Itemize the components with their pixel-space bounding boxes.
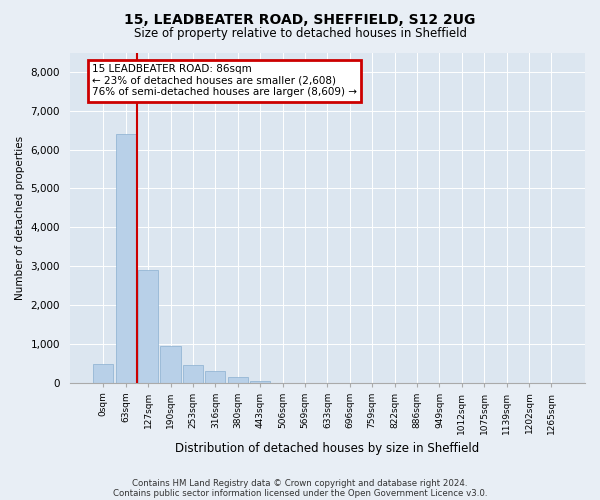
Bar (183, 365, 203, 382)
Bar (138, 270, 158, 382)
Text: Contains public sector information licensed under the Open Government Licence v3: Contains public sector information licen… (113, 488, 487, 498)
Bar (205, 371, 226, 382)
Text: 15, LEADBEATER ROAD, SHEFFIELD, S12 2UG: 15, LEADBEATER ROAD, SHEFFIELD, S12 2UG (124, 12, 476, 26)
Text: Contains HM Land Registry data © Crown copyright and database right 2024.: Contains HM Land Registry data © Crown c… (132, 478, 468, 488)
Bar (93, 364, 113, 382)
Bar (227, 378, 248, 382)
Bar (160, 346, 181, 383)
Text: Size of property relative to detached houses in Sheffield: Size of property relative to detached ho… (133, 28, 467, 40)
Text: 15 LEADBEATER ROAD: 86sqm
← 23% of detached houses are smaller (2,608)
76% of se: 15 LEADBEATER ROAD: 86sqm ← 23% of detac… (92, 64, 357, 98)
Bar (116, 134, 136, 382)
X-axis label: Distribution of detached houses by size in Sheffield: Distribution of detached houses by size … (175, 442, 479, 455)
Bar (250, 380, 270, 382)
Y-axis label: Number of detached properties: Number of detached properties (15, 136, 25, 300)
